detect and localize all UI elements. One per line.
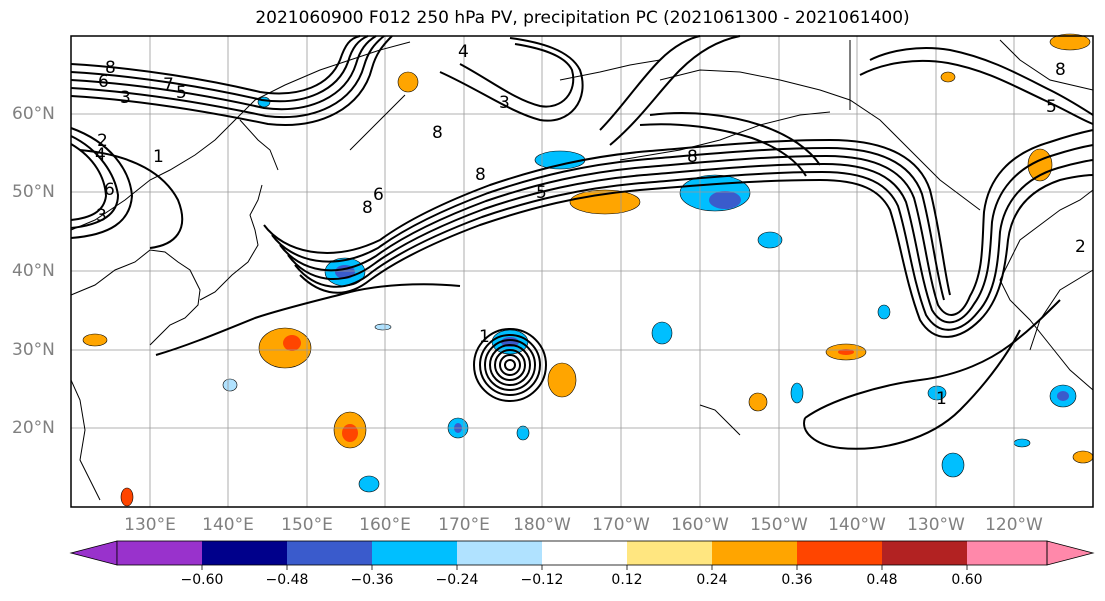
contour-label: 3 bbox=[96, 206, 107, 226]
coastlines bbox=[70, 39, 1094, 501]
map-border bbox=[70, 35, 1094, 508]
lon-label: 160°E bbox=[359, 515, 411, 535]
lat-label: 40°N bbox=[12, 261, 55, 281]
contour-label: 8 bbox=[1055, 60, 1066, 80]
contour-label: 6 bbox=[104, 180, 115, 200]
contour-label: 8 bbox=[475, 165, 486, 185]
contour-label: 8 bbox=[432, 123, 443, 143]
lon-label: 160°W bbox=[671, 515, 729, 535]
contour-label: 5 bbox=[176, 83, 187, 103]
lon-label: 150°E bbox=[281, 515, 333, 535]
contour-label: 1 bbox=[479, 327, 490, 347]
map-title: 2021060900 F012 250 hPa PV, precipitatio… bbox=[255, 8, 910, 28]
contour-labels: 8 6 3 7 5 4 2 1 8 5 8 8 6 8 1 4 3 6 8 5 … bbox=[95, 42, 1086, 409]
lon-label: 130°W bbox=[907, 515, 965, 535]
lat-label: 30°N bbox=[12, 340, 55, 360]
lon-label: 140°E bbox=[202, 515, 254, 535]
lat-label: 50°N bbox=[12, 182, 55, 202]
cyclone-contours bbox=[473, 328, 547, 402]
contour-label: 2 bbox=[1075, 237, 1086, 257]
colorbar-segment bbox=[882, 541, 967, 565]
map-background bbox=[71, 36, 1093, 507]
lon-label: 150°W bbox=[750, 515, 808, 535]
colorbar bbox=[69, 540, 1095, 570]
colorbar-tick-label: 0.36 bbox=[781, 572, 813, 588]
colorbar-tick-label: −0.36 bbox=[350, 572, 394, 588]
lon-label: 170°W bbox=[592, 515, 650, 535]
colorbar-segment bbox=[797, 541, 882, 565]
contour-label: 7 bbox=[163, 75, 174, 95]
colorbar-segment bbox=[202, 541, 287, 565]
colorbar-tick-label: 0.24 bbox=[696, 572, 728, 588]
colorbar-tick-label: −0.12 bbox=[520, 572, 564, 588]
contour-label: 8 bbox=[105, 58, 116, 78]
contour-label: 1 bbox=[936, 389, 947, 409]
lon-label: 140°W bbox=[828, 515, 886, 535]
contour-label: 6 bbox=[373, 185, 384, 205]
colorbar-tick-label: 0.48 bbox=[866, 572, 898, 588]
contour-label: 3 bbox=[499, 93, 510, 113]
lat-label: 60°N bbox=[12, 104, 55, 124]
colorbar-tick-label: 0.12 bbox=[611, 572, 643, 588]
contour-label: 1 bbox=[153, 147, 164, 167]
contour-label: 8 bbox=[362, 198, 373, 218]
contour-label: 2 bbox=[97, 131, 108, 151]
colorbar-tick-label: −0.48 bbox=[265, 572, 309, 588]
lat-label: 20°N bbox=[12, 418, 55, 438]
lon-label: 180°W bbox=[513, 515, 571, 535]
contour-label: 3 bbox=[120, 88, 131, 108]
lon-label: 170°E bbox=[438, 515, 490, 535]
colorbar-segment bbox=[712, 541, 797, 565]
pv-contours bbox=[70, 35, 1094, 450]
contour-label: 5 bbox=[1046, 97, 1057, 117]
colorbar-extend-high bbox=[1046, 540, 1095, 566]
colorbar-tick-label: −0.24 bbox=[435, 572, 479, 588]
contour-label: 4 bbox=[95, 145, 106, 165]
colorbar-segment bbox=[287, 541, 372, 565]
contour-label: 5 bbox=[536, 183, 547, 203]
colorbar-outline bbox=[116, 540, 1048, 566]
contour-label: 4 bbox=[458, 42, 469, 62]
colorbar-segment bbox=[967, 541, 1047, 565]
colorbar-segment bbox=[542, 541, 627, 565]
lon-label: 120°W bbox=[985, 515, 1043, 535]
colorbar-segment bbox=[117, 541, 202, 565]
colorbar-tick-label: −0.60 bbox=[180, 572, 224, 588]
colorbar-segment bbox=[457, 541, 542, 565]
colorbar-segment bbox=[372, 541, 457, 565]
lon-label: 130°E bbox=[124, 515, 176, 535]
colorbar-extend-low bbox=[69, 540, 118, 566]
contour-label: 6 bbox=[98, 72, 109, 92]
colorbar-tick-label: 0.60 bbox=[951, 572, 983, 588]
colorbar-segment bbox=[627, 541, 712, 565]
contour-label: 8 bbox=[687, 147, 698, 167]
